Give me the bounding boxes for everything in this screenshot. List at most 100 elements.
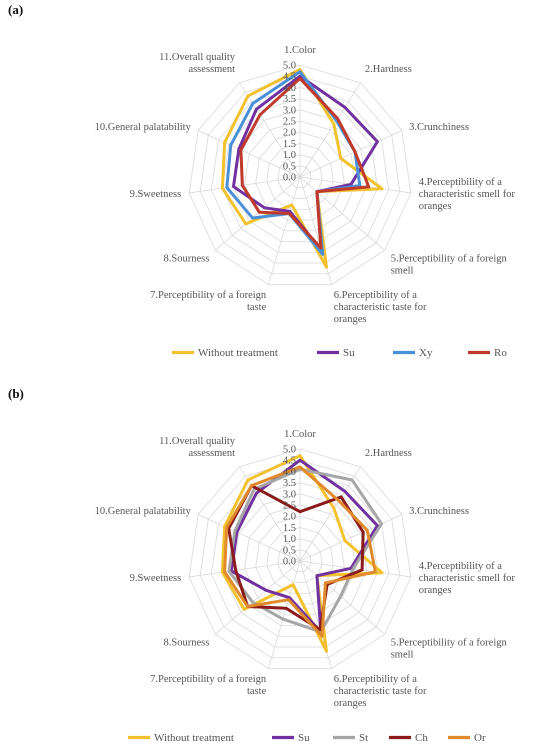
panel-label: (b) [8,386,24,401]
axis-label: 10.General palatability [95,122,192,133]
axis-label-line: assessment [188,64,235,75]
axis-label: 6.Perceptibility of a characteristic tast… [334,290,427,325]
tick-label: 1.5 [283,139,296,150]
grid-spoke [189,176,301,194]
tick-label: 0.0 [283,173,296,184]
axis-label: 4.Perceptibility of a characteristic smel… [419,561,516,596]
tick-label: 1.5 [283,523,296,534]
legend: Without treatment Su St Ch Or [128,732,486,744]
legend-label: Ro [494,347,507,359]
axis-label: 2.Hardness [365,64,412,75]
tick-label: 4.5 [283,72,296,83]
axis-label-line: 7.Perceptibility of a foreign [150,674,267,685]
tick-label: 2.0 [283,512,296,523]
axis-label-line: 5.Perceptibility of a foreign [391,638,508,649]
axis-label-line: 3.Crunchiness [409,506,469,517]
grid-ring [221,482,379,637]
tick-label: 5.0 [283,445,296,456]
grid-spoke [239,82,301,178]
radar-chart-b: (b) 0.00.51.01.52.02.53.03.54.04.55.0 1.Co… [8,386,515,744]
axis-label-line: 5.Perceptibility of a foreign [391,254,508,265]
grid-spoke [197,130,301,178]
series-line-st [227,467,384,634]
grid-ring [199,459,401,659]
grid-spoke [239,466,301,562]
axis-label-line: characteristic taste for [334,686,427,697]
grid-spoke [299,176,385,251]
grid-spoke [299,130,403,178]
grid-spoke [268,560,301,669]
grid-ring [277,538,323,583]
tick-label: 1.0 [283,534,296,545]
axis-label-line: 4.Perceptibility of a [419,177,502,188]
axis-label-line: 8.Sourness [164,254,210,265]
axis-label: 4.Perceptibility of a characteristic smel… [419,177,516,212]
tick-label: 3.0 [283,105,296,116]
axis-label: 8.Sourness [164,638,210,649]
legend-label: Without treatment [154,732,234,744]
axis-label: 5.Perceptibility of a foreign smell [391,638,508,661]
tick-label: 2.5 [283,501,296,512]
grid-spoke [189,560,301,578]
axis-label: 10.General palatability [95,506,192,517]
legend-label: Or [474,732,486,744]
axis-label-line: smell [391,650,414,661]
series-line-ro [239,76,371,250]
axis-label-line: 7.Perceptibility of a foreign [150,290,267,301]
tick-label: 0.0 [283,557,296,568]
axis-label-line: oranges [334,698,367,709]
axis-label-line: smell [391,266,414,277]
axis-label-line: characteristic smell for [419,573,516,584]
axis-label-line: taste [247,302,267,313]
axis-label-line: 3.Crunchiness [409,122,469,133]
legend-label: Ch [415,732,428,744]
series-line-or [223,465,377,638]
axis-label: 1.Color [284,45,316,56]
grid-ring [188,448,412,669]
axis-label-line: 6.Perceptibility of a [334,290,417,301]
axis-label-line: oranges [419,201,452,212]
axis-label-line: 8.Sourness [164,638,210,649]
grid-ring [244,504,356,616]
tick-label: 2.5 [283,117,296,128]
axis-label-line: 11.Overall quality [159,52,236,63]
panel-label: (a) [8,2,23,17]
grid-ring [266,526,334,594]
axis-label-line: 6.Perceptibility of a [334,674,417,685]
grid-ring [210,86,390,264]
axis-label-line: taste [247,686,267,697]
tick-label: 2.0 [283,128,296,139]
tick-label: 3.5 [283,478,296,489]
legend-label: Su [298,732,310,744]
grid-ring [188,64,412,285]
tick-label: 1.0 [283,150,296,161]
legend-label: Xy [419,347,433,359]
axis-label-line: 10.General palatability [95,506,192,517]
axis-label: 7.Perceptibility of a foreign taste [150,674,267,697]
axis-label-line: oranges [419,585,452,596]
grid-spoke [299,82,361,178]
axis-label: 9.Sweetness [130,189,182,200]
grid-spoke [215,176,301,251]
axis-label: 11.Overall quality assessment [159,52,236,75]
axis-label: 11.Overall quality assessment [159,436,236,459]
axis-label: 1.Color [284,429,316,440]
grid-ring [199,75,401,275]
axis-label: 5.Perceptibility of a foreign smell [391,254,508,277]
grid-spoke [197,514,301,562]
axis-label-line: 11.Overall quality [159,436,236,447]
grid-spoke [299,514,403,562]
legend: Without treatment Su Xy Ro [172,347,507,359]
tick-label: 4.0 [283,467,296,478]
tick-label: 0.5 [283,161,296,172]
series-line-without-treatment [220,454,384,653]
axis-label: 3.Crunchiness [409,122,469,133]
tick-label: 4.0 [283,83,296,94]
axis-label-line: 1.Color [284,429,316,440]
legend-label: St [359,732,368,744]
series-line-ch [227,484,365,632]
grid-spoke [299,560,385,635]
axis-label: 3.Crunchiness [409,506,469,517]
tick-label: 5.0 [283,61,296,72]
